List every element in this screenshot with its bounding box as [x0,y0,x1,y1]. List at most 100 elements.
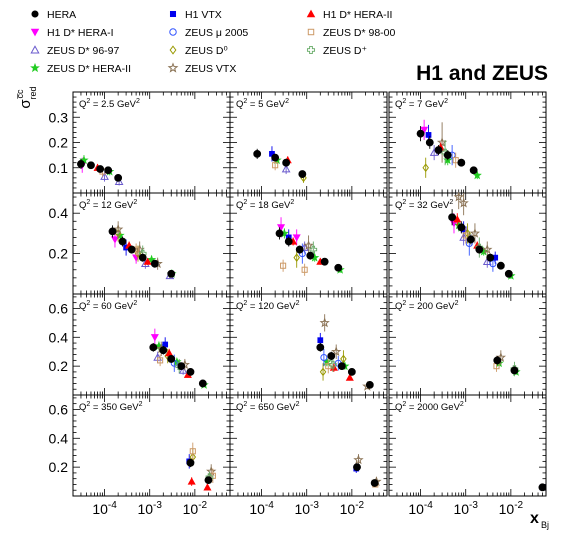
marker-hera [149,343,158,352]
legend-entry-zeus-vtx: ZEUS VTX [167,62,236,75]
y-tick-label: 0.4 [49,430,69,446]
point-hera [150,259,159,268]
marker-zeus-d0 [293,253,300,262]
data-points [108,221,177,280]
marker-hera [316,343,325,352]
panel-q2-value: 2000 [417,402,438,413]
marker-h1-dstar-hera-ii [187,477,196,485]
point-zeus-vtx [453,191,464,210]
point-zeus-dstar-98-00 [462,227,469,244]
x-ticks [72,294,231,395]
panel-q2-120: Q2 = 120 GeV2 [229,293,388,396]
y-axis-label-sub: red [28,86,38,99]
marker-h1-dstar-hera-i [292,234,301,242]
point-zeus-vtx [458,193,469,216]
x-tick-label: 10-2 [183,500,208,517]
panel-frame [229,293,388,396]
marker-hera [320,257,329,266]
panel-q2-value: 650 [258,402,274,413]
marker-zeus-dplus [329,360,337,369]
point-h1-dstar-hera-ii [345,373,354,381]
marker-hera [457,158,466,167]
panel-q2-12: 0.2 0.4 Q2 = 12 GeV2 [49,192,231,295]
x-ticks [229,193,388,294]
marker-zeus-d0 [422,163,429,173]
x-ticks [72,193,231,294]
point-hera [316,343,325,352]
y-tick-label: 0.2 [49,246,69,262]
point-h1-dstar-hera-ii [143,257,152,265]
marker-h1-dstar-hera-ii [143,257,152,265]
panel-q2-18: Q2 = 18 GeV2 [229,192,388,295]
point-hera [295,245,304,254]
marker-hera [365,380,374,389]
data-points [186,442,217,491]
x-axis-label-sub: Bj [541,520,549,530]
point-hera [198,379,207,388]
marker-hera [434,146,443,154]
legend-label-h1-dstar-hera-ii: H1 D* HERA-II [323,9,392,21]
legend-entry-h1-dstar-hera-ii: H1 D* HERA-II [306,9,392,21]
point-hera [443,150,452,161]
marker-h1-vtx [425,132,432,138]
legend-label-h1-vtx: H1 VTX [185,9,222,21]
x-ticks [229,395,388,496]
legend-entry-zeus-mu-2005: ZEUS μ 2005 [169,27,248,39]
point-hera [469,166,478,175]
point-hera [365,380,374,389]
point-hera [96,165,105,173]
panel-q2-7: Q2 = 7 GeV2 [388,91,547,194]
panel-q2-value: 60 [101,301,112,312]
legend-label-zeus-dplus: ZEUS D⁺ [323,45,367,57]
marker-zeus-dstar-98-00 [272,162,279,169]
point-hera [167,269,176,278]
point-hera [298,170,307,178]
marker-hera [186,368,195,376]
point-hera [493,356,502,365]
point-hera [457,221,466,234]
point-hera [108,225,117,238]
y-tick-label: 0.6 [49,401,69,417]
point-hera [138,253,147,262]
legend-entry-hera: HERA [31,9,76,21]
point-hera [416,126,425,142]
point-hera [347,368,356,376]
point-hera [275,227,284,240]
legend-marker-zeus-dstar-hera-ii [30,62,40,73]
y-tick-label: 0.3 [49,109,69,125]
panel-grid: 0.1 0.2 0.3 Q2 = 2.5 GeV2 Q2 = 5 GeV2 Q2 = 7 … [49,91,547,497]
point-hera [334,263,343,272]
x-tick-label: 10-2 [340,500,365,517]
x-ticks [388,395,547,496]
data-points [253,146,307,183]
y-ticks [389,96,546,194]
marker-h1-dstar-hera-ii [345,373,354,381]
panel-label: Q2 = 5 GeV2 [236,98,289,110]
data-points [77,155,124,186]
legend-marker-hera [31,10,39,18]
data-points [316,314,374,391]
x-axis-label-main: x [530,510,539,527]
marker-hera [138,253,147,262]
point-hera [271,153,280,162]
panel-q2-value: 12 [101,200,112,211]
point-hera [306,251,315,260]
point-hera [353,463,361,472]
panel-label: Q2 = 350 GeV2 [79,401,143,413]
point-hera [114,173,123,182]
marker-hera [177,362,186,371]
legend-marker-zeus-d0 [169,45,177,55]
legend-marker-h1-vtx [169,10,177,18]
point-hera [253,148,262,159]
marker-zeus-vtx [319,317,330,328]
y-ticks [73,196,230,295]
y-tick-label: 0.6 [49,300,69,316]
point-zeus-vtx [319,314,330,332]
panel-label: Q2 = 18 GeV2 [236,199,294,211]
x-ticks [388,92,547,193]
point-zeus-dstar-98-00 [452,152,459,168]
marker-zeus-vtx [331,346,342,357]
legend-label-hera: HERA [47,9,76,21]
point-hera [510,366,519,375]
marker-hera [469,166,478,175]
